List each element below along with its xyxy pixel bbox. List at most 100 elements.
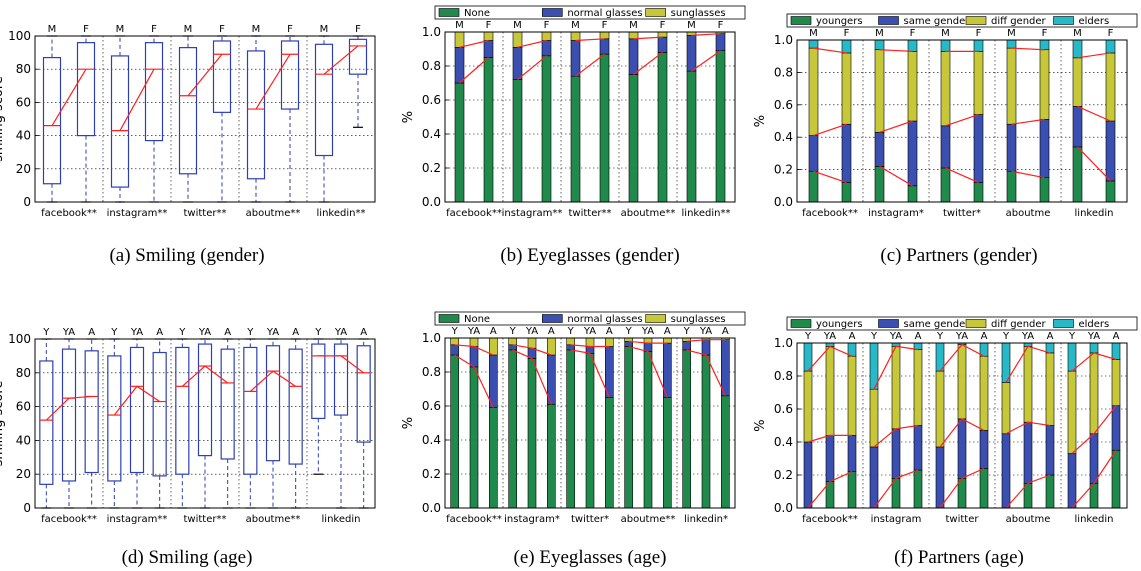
group-label: A	[224, 327, 231, 338]
bar-segment-diff-gender	[907, 51, 918, 122]
boundary-trend	[1011, 47, 1045, 51]
group-label: M	[941, 28, 950, 39]
bar-segment-None	[489, 407, 498, 509]
legend-label: diff gender	[991, 319, 1047, 330]
group-label: YA	[823, 331, 836, 342]
bar-segment-elders	[1045, 342, 1055, 354]
bar-segment-diff-gender	[808, 47, 819, 136]
bar-segment-diff-gender	[891, 345, 901, 430]
bar-segment-youngers	[874, 166, 885, 203]
bar-segment-same-gender	[847, 435, 857, 472]
box	[220, 348, 235, 460]
bar-segment-youngers	[979, 468, 989, 509]
median-trend	[113, 385, 161, 416]
bar-segment-normal-glasses	[454, 46, 465, 84]
box	[243, 346, 258, 475]
bar-segment-diff-gender	[1039, 49, 1050, 120]
plot-frame	[796, 39, 1128, 203]
x-tick-label: instagram**	[502, 208, 563, 219]
bar-segment-diff-gender	[957, 344, 967, 420]
box	[129, 346, 145, 474]
bar-segment-None	[541, 55, 552, 203]
boundary-trend	[691, 50, 721, 72]
bar-segment-normal-glasses	[489, 354, 498, 409]
y-tick-label: 100	[8, 332, 31, 346]
box	[348, 38, 368, 75]
bar-segment-normal-glasses	[541, 40, 552, 57]
x-tick-label: aboutme**	[621, 208, 676, 219]
group-label: M	[629, 20, 638, 31]
bar-segment-same-gender	[1006, 123, 1017, 172]
bar-segment-normal-glasses	[512, 46, 523, 80]
bar-segment-None	[566, 349, 575, 509]
legend: youngers same gender diff gender elders	[786, 316, 1138, 331]
chart-b: 0.0 0.2 0.4 0.6 0.8 1.0% facebook** instagram**…	[401, 5, 746, 219]
box	[110, 55, 130, 188]
legend-label: None	[464, 314, 490, 325]
x-tick-label: twitter*	[943, 208, 981, 219]
bar-segment-sunglasses	[547, 337, 556, 356]
group-label: M	[571, 20, 580, 31]
bar-segment-None	[628, 74, 639, 203]
legend-label: sunglasses	[671, 314, 726, 325]
x-tick-label: linkedin*	[684, 514, 728, 525]
group-label: A	[1047, 331, 1054, 342]
legend-swatch	[965, 319, 987, 328]
x-tick-label: facebook**	[41, 208, 97, 219]
legend: None normal glasses sunglasses	[434, 311, 746, 326]
caption-c: (c) Partners (gender)	[880, 245, 1037, 266]
bar-segment-diff-gender	[1105, 52, 1116, 122]
x-tick-label: linkedin	[1075, 208, 1114, 219]
boundary-trend	[628, 345, 668, 398]
bar-segment-youngers	[1105, 180, 1116, 203]
boundary-trend	[813, 123, 847, 137]
group-label: A	[981, 331, 988, 342]
bar-segment-youngers	[1045, 474, 1055, 509]
bar-segment-elders	[808, 39, 819, 49]
legend-label: same gender	[904, 319, 971, 330]
bar-segment-same-gender	[940, 125, 951, 169]
bar-segment-elders	[940, 39, 951, 52]
group-label: A	[156, 327, 163, 338]
x-tick-label: twitter*	[571, 514, 609, 525]
boundary-trend	[1071, 405, 1117, 454]
boundary-trend	[873, 345, 919, 390]
bar-segment-None	[701, 354, 711, 509]
x-tick-label: twitter**	[184, 514, 227, 525]
x-tick-label: facebook**	[41, 514, 97, 525]
group-label: M	[513, 20, 522, 31]
bar-segment-same-gender	[825, 435, 835, 482]
bar-segment-same-gender	[1089, 433, 1099, 484]
bar-segment-sunglasses	[469, 337, 479, 347]
x-tick-label: twitter	[946, 514, 980, 525]
legend-frame	[786, 13, 1138, 28]
boundary-trend	[1005, 474, 1051, 509]
legend-label: sunglasses	[671, 8, 726, 19]
bar-segment-elders	[803, 342, 813, 372]
boundary-trend	[1077, 105, 1111, 122]
boundary-trend	[459, 39, 489, 48]
legend-frame	[786, 316, 1138, 331]
group-label: M	[320, 24, 329, 35]
group-label: Y	[42, 327, 50, 338]
group-label: A	[1113, 331, 1120, 342]
caption-e: (e) Eyeglasses (age)	[514, 547, 667, 568]
group-label: M	[1007, 28, 1016, 39]
y-tick-label: 0.6	[422, 399, 441, 413]
caption-d: (d) Smiling (age)	[122, 547, 253, 568]
group-label: Y	[683, 326, 691, 337]
bar-segment-None	[599, 53, 610, 203]
bar-segment-same-gender	[957, 418, 967, 479]
bar-segment-elders	[1089, 342, 1099, 354]
y-tick-label: 100	[8, 29, 31, 43]
box	[280, 40, 300, 110]
group-label: YA	[641, 326, 654, 337]
bar-segment-None	[527, 358, 537, 509]
bar-segment-None	[682, 349, 691, 509]
box	[152, 351, 167, 477]
group-label: M	[875, 28, 884, 39]
group-label: A	[360, 327, 367, 338]
bar-segment-elders	[1072, 39, 1083, 59]
y-tick-label: 0	[23, 501, 31, 515]
box	[314, 43, 334, 157]
